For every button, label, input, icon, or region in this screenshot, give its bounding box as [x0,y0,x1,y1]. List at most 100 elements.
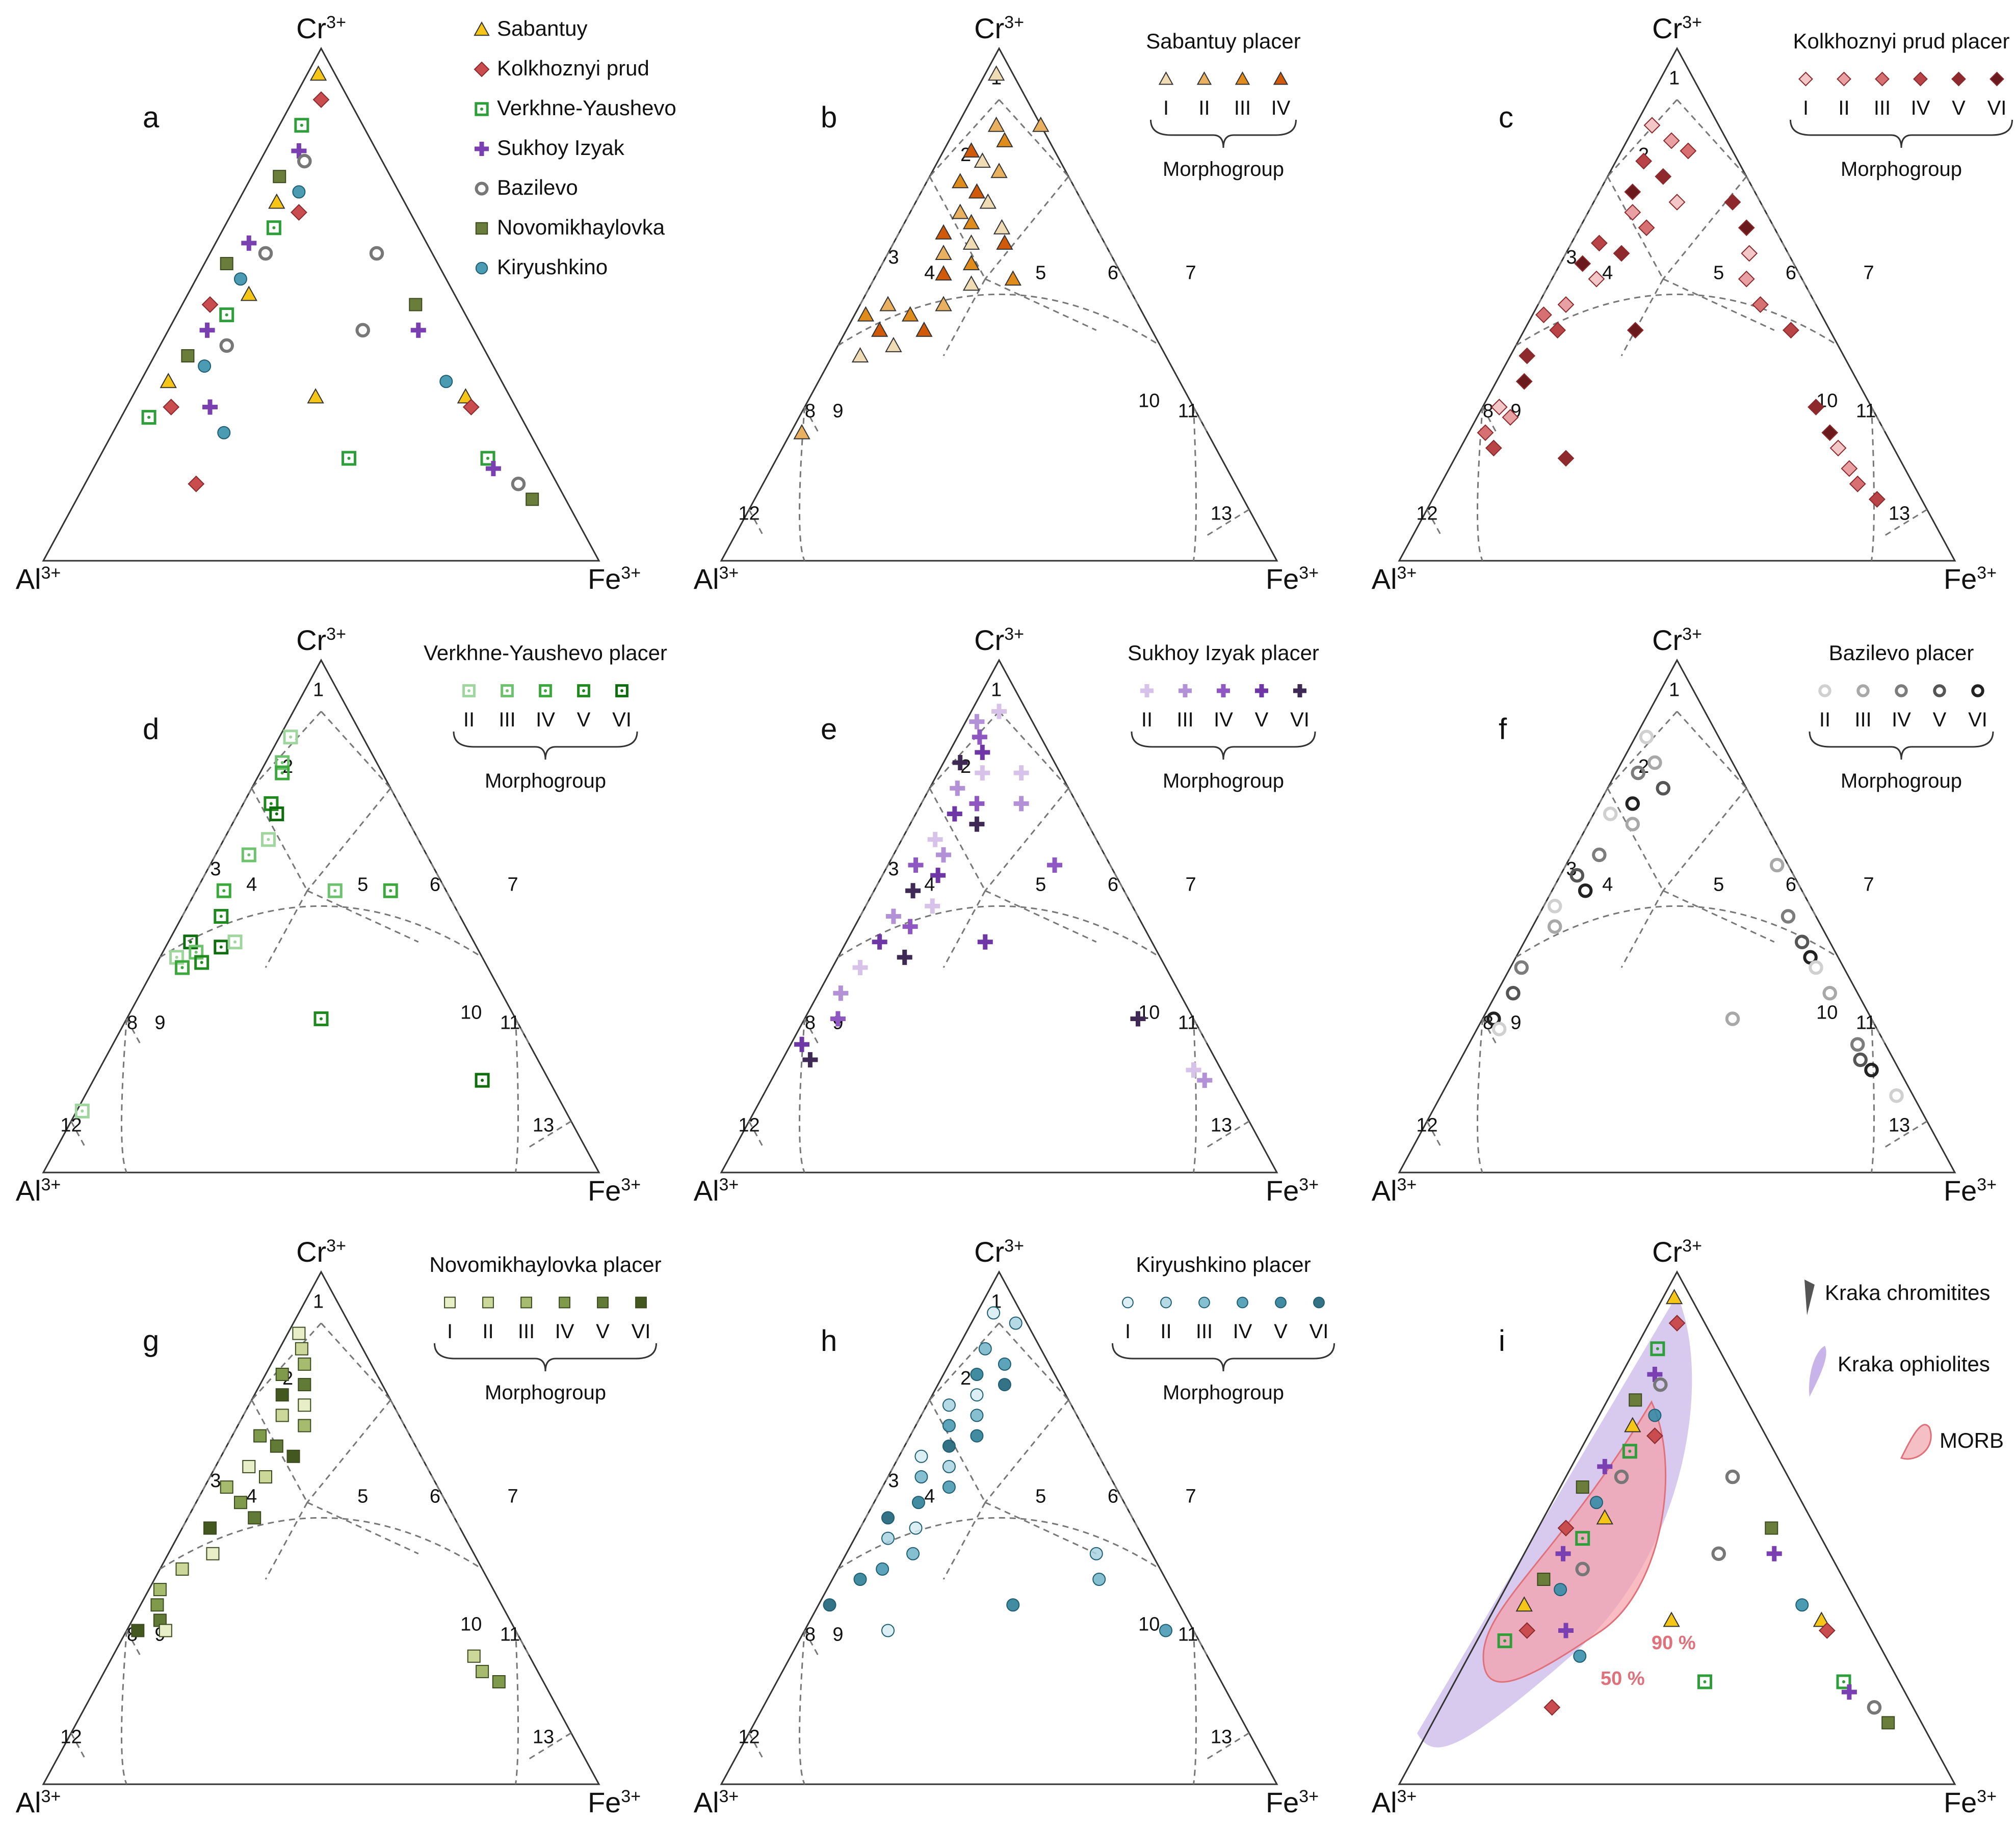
data-point [220,1480,233,1494]
data-point [1013,765,1029,781]
data-point [1557,296,1575,313]
data-point [1624,1417,1641,1432]
field-boundary [1207,1732,1250,1760]
data-point [1818,1622,1836,1639]
field-boundary [929,99,1000,177]
morphogroup-label: III [1234,97,1251,119]
vertex-label-top: Cr3+ [974,12,1024,44]
data-point [355,323,370,337]
panel-c: cCr3+Al3+Fe3+12345678910111213Kolkhoznyi… [1372,12,2013,595]
data-point [1092,1573,1106,1586]
data-point [876,1562,889,1576]
field-number-6: 6 [430,1486,440,1507]
morphogroup-label: II [1141,709,1153,731]
data-point [1596,1509,1613,1525]
morphogroup-label: IV [536,709,555,731]
field-number-12: 12 [738,503,760,525]
legend-title: Sabantuy placer [1146,29,1301,53]
vertex-base-right: Fe [588,1786,621,1818]
field-boundary [1537,176,1609,305]
morphogroup-caption: Morphogroup [1163,1382,1284,1404]
data-point [1554,1583,1567,1597]
field-boundary [389,1399,461,1529]
field-number-2: 2 [1638,756,1649,777]
data-point [1535,306,1552,324]
legend-marker [501,684,514,697]
morphogroup-label: III [499,709,515,731]
legend-title: Sukhoy Izyak placer [1128,641,1319,665]
legend-marker [444,1296,456,1309]
legend-marker [1989,71,2004,87]
field-boundary [1482,406,1498,433]
data-point-center [247,853,251,856]
vertex-base-top: Cr [1652,624,1682,656]
data-point [206,1547,220,1560]
field-boundary [998,99,1069,177]
vertex-sup-left: 3+ [41,563,61,583]
field-number-13: 13 [1211,1115,1232,1136]
data-point [991,703,1007,719]
morphogroup-label: II [482,1320,493,1343]
legend-marker [577,684,590,697]
field-number-4: 4 [1602,874,1613,895]
morphogroup-caption: Morphogroup [485,770,606,792]
field-number-11: 11 [500,1012,520,1034]
data-point [1627,322,1644,339]
data-point [214,909,229,924]
data-point [970,1368,984,1381]
data-point [240,285,257,301]
triangle-outline [42,46,600,562]
field-boundary-curve [515,1019,519,1173]
data-point [233,1496,247,1509]
field-boundary [998,1322,1069,1401]
vertex-label-left: Al3+ [694,1786,739,1818]
field-boundary [1537,788,1609,917]
field-boundary [804,1018,820,1045]
field-number-3: 3 [1566,858,1577,880]
vertex-base-left: Al [1372,1175,1397,1207]
field-boundary [748,1732,764,1759]
legend-marker [1837,71,1851,87]
legend-marker [1237,1296,1248,1309]
data-point-center [175,955,178,959]
legend-marker [597,1296,609,1309]
data-point [998,1357,1011,1371]
data-point [802,1052,818,1067]
morphogroup-label: II [1838,97,1849,119]
legend-marker-center [620,689,623,692]
vertex-label-right: Fe3+ [1944,1786,1997,1818]
data-point [1638,219,1655,237]
vertex-base-left: Al [1372,1786,1397,1818]
field-number-11: 11 [500,1624,520,1646]
legend-marker [1913,71,1928,87]
field-boundary [1482,1018,1498,1045]
data-point [1622,1444,1637,1459]
field-boundary-curve [121,1630,127,1785]
vertex-sup-left: 3+ [719,1175,739,1194]
field-boundary [181,1399,253,1529]
morphogroup-label: III [518,1320,535,1343]
field-boundary [1745,176,1817,305]
data-point [1795,934,1810,949]
data-point [857,306,875,322]
data-point [1537,1573,1551,1586]
vertex-label-left: Al3+ [1372,1175,1417,1207]
legend-entry: Kolkhoznyi prud [497,56,649,80]
morphogroup-brace [1790,119,2013,148]
field-boundary [1884,509,1928,536]
vertex-base-top: Cr [296,624,326,656]
vertex-base-top: Cr [974,1236,1004,1268]
field-number-6: 6 [1786,874,1796,895]
data-point [233,272,247,286]
data-point [1515,1596,1533,1612]
field-number-13: 13 [1889,503,1910,525]
data-point [410,322,426,338]
field-boundary [70,1121,86,1148]
data-point [298,1357,311,1371]
field-number-7: 7 [1185,874,1196,895]
data-point-center [269,802,273,805]
data-point [1518,1622,1536,1639]
